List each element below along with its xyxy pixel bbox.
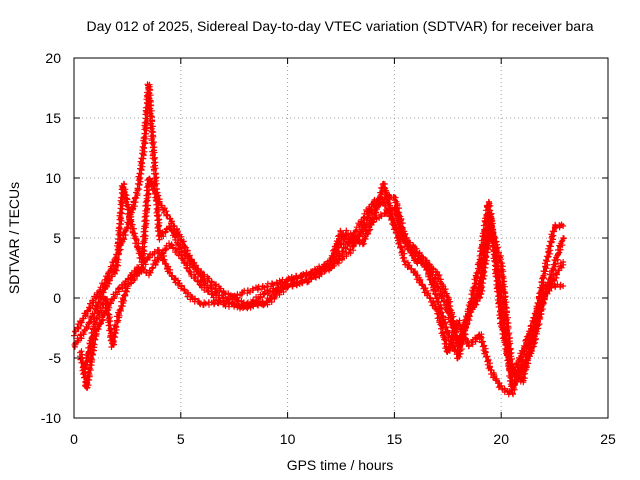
plus-marker-run [552, 221, 565, 231]
plus-marker-run [81, 295, 99, 320]
plus-marker-run [80, 319, 99, 373]
plus-marker-run [509, 350, 525, 380]
plus-marker-run [518, 318, 537, 354]
plus-marker-run [264, 282, 291, 297]
y-tick-label: -10 [41, 410, 61, 426]
y-tick-label: -5 [49, 350, 62, 366]
plus-marker-run [264, 276, 291, 290]
plus-marker-run [71, 325, 91, 350]
plus-marker-run [155, 246, 174, 277]
plus-marker-run [401, 258, 419, 276]
plus-marker-run [497, 383, 513, 398]
chart-title: Day 012 of 2025, Sidereal Day-to-day VTE… [86, 18, 593, 34]
plus-marker [560, 259, 567, 265]
plus-marker-run [306, 264, 333, 278]
plus-marker-run [112, 278, 129, 296]
plus-marker-run [444, 294, 462, 349]
x-tick-label: 0 [70, 431, 78, 447]
plus-marker-run [220, 289, 246, 305]
plus-marker-run [241, 283, 268, 297]
plus-marker-run [486, 210, 506, 325]
plus-marker-run [200, 297, 227, 308]
x-tick-label: 10 [280, 431, 296, 447]
x-tick-label: 15 [387, 431, 403, 447]
plus-marker-run [240, 289, 268, 311]
plus-marker-run [487, 366, 505, 391]
y-tick-label: 0 [53, 290, 61, 306]
plus-marker [560, 223, 567, 229]
plus-marker-run [454, 284, 483, 349]
plus-marker-run [82, 332, 100, 391]
plus-marker-run [432, 271, 451, 300]
plus-marker-run [166, 269, 183, 288]
plus-marker-run [412, 272, 440, 312]
plus-marker-run [283, 269, 310, 285]
plus-marker-run [187, 259, 205, 284]
series-track-4 [80, 198, 567, 380]
plus-marker-run [347, 206, 376, 254]
y-tick-label: 15 [45, 110, 61, 126]
plus-marker-run [177, 282, 195, 300]
plus-marker-run [391, 221, 418, 253]
plus-marker [560, 235, 567, 241]
plus-marker-run [284, 276, 311, 291]
plus-marker [560, 283, 567, 289]
data-points [71, 81, 567, 398]
y-axis-label: SDTVAR / TECUs [6, 182, 22, 294]
plus-marker-run [113, 284, 131, 324]
plus-marker-run [134, 140, 149, 193]
plus-marker-run [423, 265, 441, 302]
plus-marker-run [166, 240, 183, 259]
plus-marker-run [178, 251, 194, 276]
plus-marker-run [145, 175, 163, 204]
y-tick-label: 5 [53, 230, 61, 246]
y-tick-label: 20 [45, 50, 61, 66]
x-tick-label: 25 [600, 431, 616, 447]
plus-marker-run [327, 246, 354, 272]
plus-marker-run [177, 233, 196, 265]
plus-marker-run [359, 217, 376, 248]
plus-marker-run [497, 319, 516, 378]
plus-marker-run [433, 306, 452, 355]
plus-marker-run [108, 319, 121, 350]
axis-ticks: 0 5 10 15 20 25 -10 -5 0 5 10 15 20 [41, 50, 616, 447]
series-track-2 [71, 175, 567, 391]
plus-marker-run [519, 343, 537, 373]
plus-marker-run [187, 271, 205, 289]
plus-marker-run [412, 245, 441, 276]
x-axis-label: GPS time / hours [287, 457, 394, 473]
x-tick-label: 20 [493, 431, 509, 447]
plus-marker-run [83, 306, 99, 330]
y-tick-label: 10 [45, 170, 61, 186]
plus-marker-run [540, 224, 558, 279]
plus-marker-run [476, 331, 493, 372]
x-tick-label: 5 [177, 431, 185, 447]
plus-marker-run [379, 198, 398, 228]
plus-marker-run [529, 285, 547, 326]
